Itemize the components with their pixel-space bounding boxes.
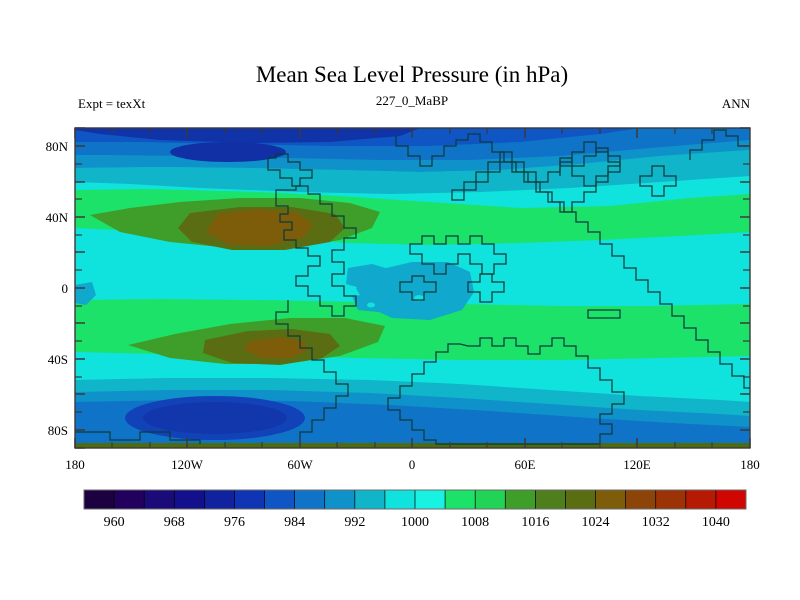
- colorbar-tick-label: 1008: [461, 515, 489, 530]
- ytick-label-1: 40N: [46, 210, 69, 225]
- colorbar-cell: [174, 490, 205, 509]
- coastline-e-inner: [559, 147, 621, 187]
- coastline-island-chain: [409, 235, 507, 275]
- coastline-ne-inner: [639, 165, 677, 197]
- colorbar-labels: 960 968 976 984 992 1000 1008 1016 1024 1032 1040: [104, 515, 730, 530]
- xtick-label-4: 60E: [515, 457, 536, 472]
- colorbar-cell: [445, 490, 476, 509]
- page-title: Mean Sea Level Pressure (in hPa): [256, 62, 568, 87]
- ytick-label-4: 80S: [48, 423, 68, 438]
- coastline-micro-island: [587, 309, 621, 319]
- colorbar-cell: [204, 490, 235, 509]
- coastline-ne-corner: [689, 129, 750, 160]
- coastline-gondwana-west: [387, 337, 625, 445]
- colorbar: [83, 489, 747, 510]
- colorbar-tick-label: 1040: [702, 515, 730, 530]
- ytick-label-3: 40S: [48, 352, 68, 367]
- coastline-small-island-b: [467, 273, 505, 303]
- colorbar-cell: [595, 490, 627, 509]
- coastline-laurasia: [267, 153, 313, 187]
- colorbar-cell: [324, 490, 356, 509]
- colorbar-tick-label: 968: [164, 515, 185, 530]
- equatorial-patch-hole2: [367, 302, 375, 308]
- coastline-west-margin: [275, 300, 349, 444]
- band-1008-green-nh-east: [560, 202, 750, 234]
- y-axis-labels: 80N 40N 0 40S 80S: [46, 139, 69, 438]
- xtick-label-5: 120E: [623, 457, 651, 472]
- band-980-darkblue-arctic: [75, 128, 420, 143]
- coastline-antarctic-margin: [75, 431, 201, 444]
- colorbar-cell: [84, 490, 115, 509]
- colorbar-cell: [715, 490, 747, 509]
- colorbar-cell: [264, 490, 296, 509]
- antarctic-low-core2: [143, 402, 287, 434]
- colorbar-cell: [415, 490, 446, 509]
- colorbar-cell: [354, 490, 386, 509]
- xtick-label-0: 180: [65, 457, 85, 472]
- band-1024-brown-south: [244, 337, 307, 358]
- colorbar-tick-label: 976: [224, 515, 245, 530]
- colorbar-cell: [234, 490, 265, 509]
- coastline-tethys-north: [451, 141, 621, 213]
- x-axis-labels: 180 120W 60W 0 60E 120E 180: [65, 457, 760, 472]
- coastline-east-margin: [395, 133, 750, 389]
- figure-subtitle: 227_0_MaBP: [376, 93, 448, 108]
- colorbar-cell: [505, 490, 536, 509]
- colorbar-cell: [475, 490, 506, 509]
- coastline-outlines: [75, 129, 750, 445]
- xtick-label-2: 60W: [287, 457, 313, 472]
- band-1024-brown-north: [206, 209, 313, 246]
- colorbar-tick-label: 960: [104, 515, 125, 530]
- colorbar-cell: [565, 490, 596, 509]
- colorbar-tick-label: 1000: [401, 515, 429, 530]
- coastline-small-island-a: [399, 275, 437, 301]
- map-frame: [74, 127, 751, 449]
- band-1008-green-sh-east: [430, 320, 750, 354]
- band-996-cyanblue-nh: [75, 150, 750, 194]
- map-panel: 80N 40N 0 40S 80S 180 120W 60W 0 60E 120…: [46, 127, 760, 472]
- colorbar-tick-label: 992: [344, 515, 365, 530]
- colorbar-tick-label: 1016: [521, 515, 549, 530]
- ytick-label-2: 0: [62, 281, 69, 296]
- xtick-label-3: 0: [409, 457, 416, 472]
- xtick-label-1: 120W: [171, 457, 204, 472]
- colorbar-cell: [114, 490, 145, 509]
- contour-field: [75, 128, 750, 448]
- colorbar-cell: [294, 490, 326, 509]
- colorbar-tick-label: 1024: [582, 515, 610, 530]
- colorbar-cell: [655, 490, 687, 509]
- colorbar-cell: [685, 490, 717, 509]
- xtick-label-6: 180: [740, 457, 760, 472]
- colorbar-cell: [144, 490, 175, 509]
- equatorial-trough-main: [356, 262, 474, 320]
- experiment-label: Expt = texXt: [78, 96, 146, 111]
- ytick-label-0: 80N: [46, 139, 69, 154]
- colorbar-frame: [83, 489, 747, 510]
- colorbar-tick-label: 1032: [642, 515, 670, 530]
- colorbar-cell: [384, 490, 416, 509]
- colorbar-cell: [625, 490, 657, 509]
- colorbar-cell: [535, 490, 566, 509]
- coastline-north-central: [275, 185, 357, 317]
- arctic-low-core: [170, 142, 286, 162]
- season-label: ANN: [722, 96, 751, 111]
- colorbar-tick-label: 984: [284, 515, 305, 530]
